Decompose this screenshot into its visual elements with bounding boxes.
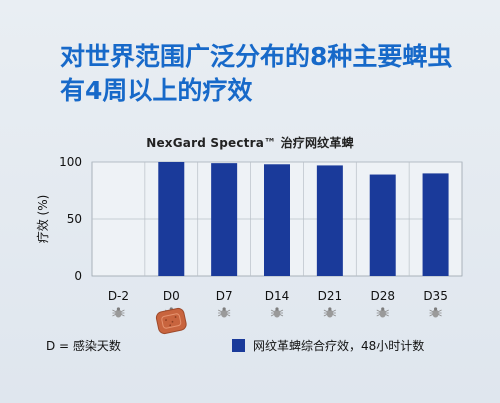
x-tick-label: D35 bbox=[423, 289, 448, 303]
legend-note: D = 感染天数 bbox=[46, 339, 121, 353]
headline-line-2: 有4周以上的疗效 bbox=[60, 76, 253, 105]
legend-swatch bbox=[232, 339, 245, 352]
y-axis-label: 疗效 (%) bbox=[35, 195, 50, 244]
x-tick-label: D0 bbox=[163, 289, 180, 303]
x-tick-label: D14 bbox=[265, 289, 290, 303]
tick-icon bbox=[429, 307, 442, 318]
y-tick-label: 100 bbox=[59, 155, 82, 169]
tick-icon bbox=[323, 307, 337, 318]
bar bbox=[211, 163, 238, 276]
bar bbox=[422, 173, 449, 276]
tick-icon bbox=[270, 307, 284, 318]
headline-line-1: 对世界范围广泛分布的8种主要蜱虫 bbox=[60, 42, 453, 71]
bar bbox=[264, 164, 290, 276]
x-tick-label: D-2 bbox=[108, 289, 129, 303]
x-tick-label: D28 bbox=[370, 289, 395, 303]
tick-icon bbox=[217, 307, 231, 318]
legend: 网纹革蜱综合疗效，48小时计数 bbox=[232, 337, 424, 354]
headline: 对世界范围广泛分布的8种主要蜱虫 有4周以上的疗效 bbox=[60, 40, 480, 108]
legend-series-label: 网纹革蜱综合疗效，48小时计数 bbox=[253, 339, 425, 353]
chewable-tablet-icon bbox=[155, 307, 187, 335]
chart-title: NexGard Spectra™ 治疗网纹革蜱 bbox=[146, 136, 354, 150]
y-tick-label: 0 bbox=[74, 269, 82, 283]
x-tick-label: D7 bbox=[216, 289, 233, 303]
bar bbox=[369, 174, 396, 276]
x-tick-label: D21 bbox=[318, 289, 343, 303]
bar bbox=[158, 162, 185, 276]
y-tick-label: 50 bbox=[67, 212, 82, 226]
tick-icon bbox=[112, 307, 125, 318]
tick-icon bbox=[376, 307, 389, 318]
bar bbox=[316, 165, 343, 276]
